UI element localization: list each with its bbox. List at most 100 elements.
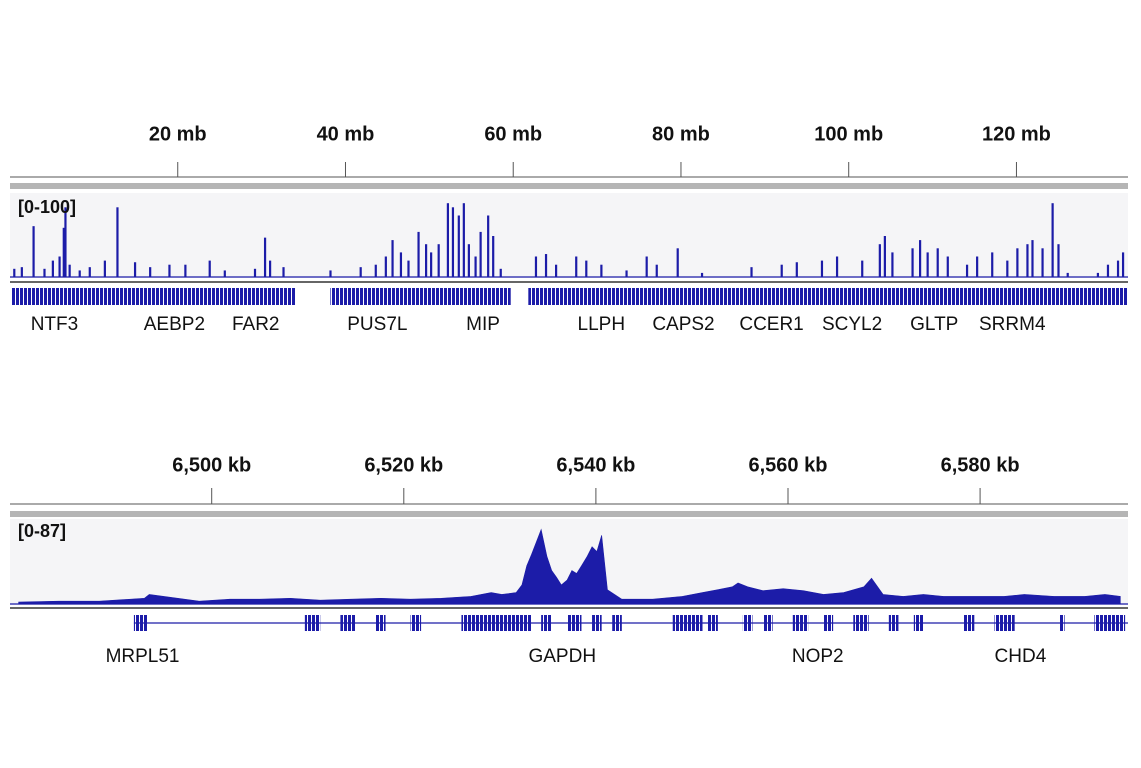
signal-bar — [625, 270, 628, 277]
signal-bar — [676, 248, 679, 277]
signal-bar — [149, 267, 152, 277]
signal-bar — [750, 267, 753, 277]
exon — [461, 615, 532, 631]
signal-bar — [13, 268, 16, 277]
signal-bar — [417, 231, 420, 277]
signal-bar — [263, 237, 267, 277]
signal-bar — [911, 248, 914, 277]
exon — [133, 615, 148, 631]
signal-bar — [946, 256, 949, 277]
exon — [888, 615, 899, 631]
signal-bar — [58, 256, 61, 277]
signal-bar — [585, 260, 588, 277]
signal-bar — [116, 207, 119, 277]
x-tick-label: 6,580 kb — [941, 454, 1020, 476]
track-header-bar — [10, 183, 1128, 189]
signal-bar — [184, 264, 187, 277]
signal-bar — [133, 262, 137, 277]
signal-bar — [976, 256, 979, 277]
signal-bar — [374, 264, 377, 277]
gene-label: SCYL2 — [822, 314, 882, 335]
exon — [853, 615, 869, 631]
exon — [1059, 615, 1065, 631]
signal-bar — [575, 256, 578, 277]
x-tick-label: 80 mb — [652, 123, 710, 145]
signal-bar — [700, 272, 704, 277]
signal-bar — [655, 264, 658, 277]
exon — [913, 615, 924, 631]
signal-bar — [391, 240, 394, 277]
signal-bar — [1041, 248, 1044, 277]
x-tick-label: 6,560 kb — [749, 454, 828, 476]
track-header-bar — [10, 511, 1128, 517]
exon — [707, 615, 718, 631]
signal-bar — [446, 203, 450, 277]
signal-bar — [399, 252, 403, 277]
signal-bar — [474, 256, 477, 277]
signal-bar — [600, 264, 603, 277]
signal-bar — [820, 260, 824, 277]
gene-label: SRRM4 — [979, 314, 1046, 335]
signal-bar — [479, 231, 482, 277]
signal-bar — [492, 236, 495, 277]
signal-bar — [861, 260, 864, 277]
exon — [592, 615, 602, 631]
gene-label: AEBP2 — [144, 314, 205, 335]
signal-bar — [62, 227, 65, 277]
signal-bar — [883, 236, 886, 277]
gene-label: LLPH — [578, 314, 626, 335]
signal-bar — [1031, 240, 1034, 277]
exon — [963, 615, 975, 631]
signal-bar — [88, 267, 91, 277]
signal-bar — [329, 270, 332, 277]
x-tick-label: 6,520 kb — [364, 454, 443, 476]
signal-bar — [919, 240, 922, 277]
signal-bar — [359, 267, 362, 277]
signal-bar — [43, 268, 46, 277]
signal-bar — [1026, 244, 1029, 277]
signal-area — [18, 528, 1121, 605]
gene-label: NTF3 — [31, 314, 79, 335]
signal-bar — [499, 268, 502, 277]
feature-block — [330, 288, 511, 305]
signal-bar — [1051, 203, 1054, 277]
signal-bar — [487, 215, 490, 277]
signal-bar — [430, 252, 433, 277]
x-tick-label: 60 mb — [484, 123, 542, 145]
exon — [410, 615, 422, 631]
range-label: [0-100] — [18, 197, 76, 217]
x-tick-label: 6,540 kb — [556, 454, 635, 476]
signal-bar — [1121, 252, 1125, 277]
gene-label: CCER1 — [739, 314, 803, 335]
signal-bar — [437, 244, 440, 277]
gene-label: PUS7L — [347, 314, 407, 335]
signal-bar — [795, 262, 798, 277]
gene-label: MRPL51 — [106, 646, 180, 667]
x-tick-label: 6,500 kb — [172, 454, 251, 476]
exon — [742, 615, 753, 631]
gene-label: CHD4 — [995, 646, 1047, 667]
signal-bar — [555, 264, 558, 277]
exon — [375, 615, 386, 631]
exon — [672, 615, 703, 631]
signal-bar — [51, 260, 54, 277]
signal-bar — [467, 244, 470, 277]
signal-bar — [68, 264, 71, 277]
exon — [1094, 615, 1126, 631]
signal-bar — [208, 260, 211, 277]
signal-bar — [462, 203, 465, 277]
exon — [567, 615, 582, 631]
signal-bar — [965, 264, 969, 277]
signal-bar — [223, 270, 226, 277]
signal-bar — [1116, 260, 1120, 277]
signal-bar — [1016, 248, 1019, 277]
gene-label: GLTP — [910, 314, 958, 335]
signal-bar — [282, 267, 285, 277]
signal-bar — [544, 254, 548, 277]
signal-bar — [534, 256, 538, 277]
gene-label: CAPS2 — [652, 314, 714, 335]
signal-bar — [1057, 244, 1060, 277]
signal-bar — [457, 215, 460, 277]
